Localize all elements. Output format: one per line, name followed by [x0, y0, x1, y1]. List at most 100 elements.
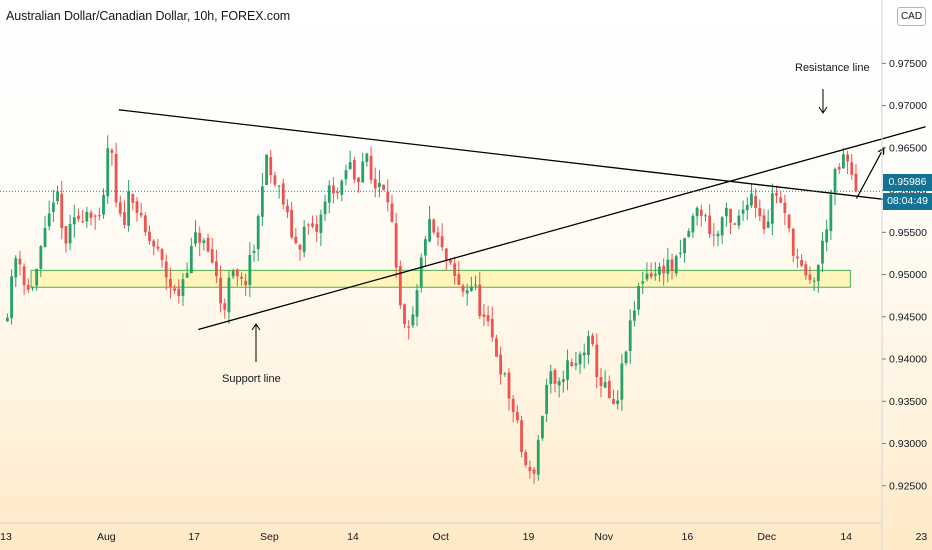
candle-body	[461, 285, 465, 292]
candle-body	[277, 185, 281, 187]
candle	[173, 284, 176, 294]
candle	[390, 194, 394, 223]
candle-body	[123, 212, 126, 225]
candle	[424, 235, 427, 267]
candle	[833, 167, 837, 206]
y-tick-label: 0.95000	[889, 269, 927, 281]
candle	[578, 351, 582, 374]
candle	[219, 265, 222, 313]
candle-body	[804, 264, 808, 276]
candle-body	[641, 281, 645, 284]
candle-body	[18, 258, 22, 265]
candle-body	[812, 280, 816, 282]
candle	[724, 202, 728, 227]
candle	[177, 279, 181, 304]
candle-body	[169, 279, 172, 288]
candle	[670, 253, 674, 280]
candle-body	[670, 259, 674, 271]
candle-body	[428, 219, 431, 242]
support-pointer-head	[251, 323, 261, 331]
candle	[403, 303, 406, 328]
candle-body	[791, 228, 795, 256]
candle	[511, 395, 515, 423]
candle-body	[56, 191, 59, 202]
candle-body	[110, 150, 114, 153]
candle-body	[457, 274, 461, 285]
candle-body	[816, 264, 820, 282]
candle-body	[779, 197, 783, 203]
candle-body	[737, 215, 741, 226]
candle	[653, 261, 657, 281]
candle-body	[833, 168, 837, 193]
candle-body	[348, 162, 352, 170]
candle-body	[678, 252, 682, 254]
candle	[373, 167, 377, 198]
candle	[612, 389, 615, 405]
chart-title: Australian Dollar/Canadian Dollar, 10h, …	[6, 9, 291, 23]
candle-body	[750, 193, 753, 206]
candle-body	[628, 320, 632, 351]
y-tick-label: 0.93500	[889, 396, 927, 408]
candle-body	[419, 257, 423, 288]
projection-arrow-line	[856, 147, 885, 199]
consolidation-zone	[30, 269, 851, 288]
candle-body	[403, 304, 406, 325]
candle-body	[131, 194, 135, 203]
candle	[808, 266, 812, 285]
x-tick-label: Sep	[260, 531, 279, 543]
candle-body	[365, 153, 369, 163]
candle-body	[645, 273, 649, 280]
candle-body	[424, 239, 427, 256]
candle	[804, 260, 808, 280]
candle-body	[637, 286, 640, 310]
candle-body	[687, 231, 691, 237]
candle	[18, 250, 22, 276]
candle-body	[10, 276, 13, 319]
candle-body	[574, 363, 578, 366]
currency-badge[interactable]: CAD	[897, 7, 926, 26]
candle-body	[340, 180, 344, 195]
candle	[156, 239, 160, 252]
candle-body	[106, 148, 110, 197]
candle	[260, 173, 264, 227]
candle-body	[97, 215, 101, 217]
y-tick-label: 0.97000	[889, 100, 927, 112]
candle	[587, 330, 590, 364]
candle	[398, 260, 402, 309]
candle-body	[89, 212, 93, 218]
candle	[620, 354, 624, 411]
candle-body	[595, 344, 599, 378]
candle	[624, 350, 628, 366]
candle	[658, 262, 661, 282]
candle	[256, 214, 260, 262]
candle	[837, 162, 841, 175]
candle-body	[378, 182, 381, 187]
candle-body	[252, 250, 256, 253]
candle	[678, 239, 682, 258]
candle	[244, 273, 248, 296]
candle-body	[658, 266, 661, 275]
candle-body	[758, 208, 762, 217]
candle	[499, 346, 503, 385]
candle-body	[223, 303, 227, 310]
candle-body	[708, 215, 712, 235]
candle	[720, 215, 724, 244]
candle	[269, 150, 273, 184]
candle	[227, 270, 231, 324]
candle	[766, 209, 770, 229]
trendlines	[0, 89, 926, 362]
candle	[361, 152, 365, 183]
candle-body	[60, 193, 64, 229]
candle	[440, 223, 444, 251]
candle-body	[720, 217, 724, 236]
candle	[77, 208, 80, 222]
candle-body	[566, 360, 569, 380]
candle	[135, 197, 139, 222]
candle	[102, 188, 105, 219]
candle-body	[449, 260, 452, 263]
candle-body	[352, 159, 356, 180]
candle-body	[578, 354, 582, 365]
candle	[465, 283, 469, 306]
y-tick-label: 0.94000	[889, 354, 927, 366]
